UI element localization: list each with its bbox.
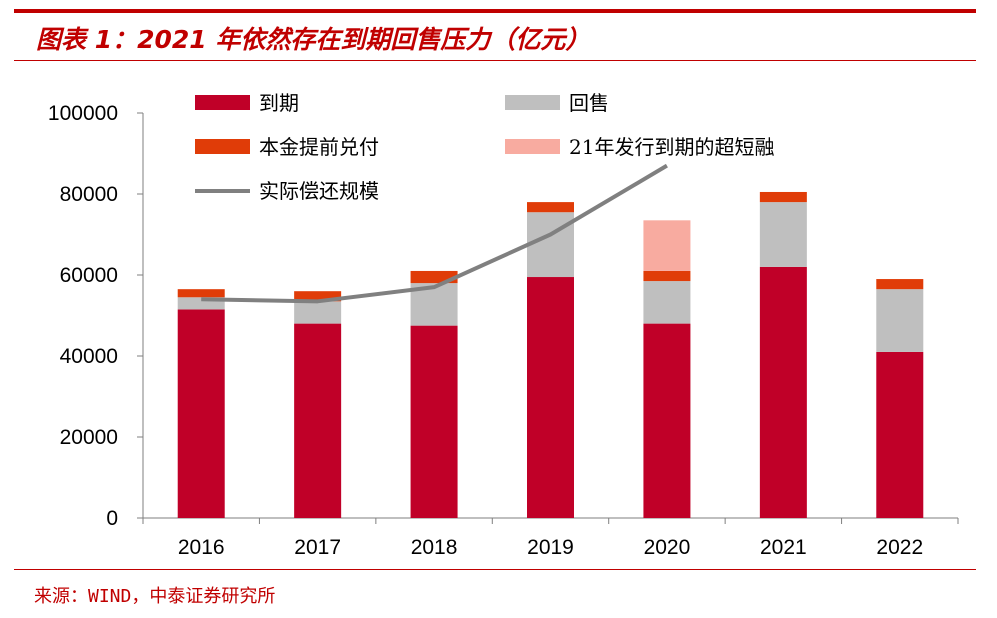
repayment-line-layer [201,163,668,304]
bar-2017-回售 [294,301,342,324]
legend-label-实际偿还规模: 实际偿还规模 [259,179,379,203]
y-axis: 0 20000 40000 60000 80000 100000 [48,102,144,530]
x-tick-label: 2019 [527,536,574,559]
bar-2020-21年发行到期的超短融 [643,220,691,271]
bar-2017-到期 [294,323,342,518]
legend-label-回售: 回售 [569,91,609,115]
y-tick-label: 20000 [60,426,118,449]
x-tick-label: 2020 [644,536,691,559]
legend-swatch-21年发行到期的超短融 [505,139,560,154]
x-tick-label: 2017 [294,536,341,559]
x-tick-label: 2018 [411,536,458,559]
bar-2021-回售 [759,202,807,267]
bar-2016-到期 [177,309,225,518]
title-top-rule [14,9,976,13]
bar-2022-回售 [876,289,924,352]
legend-label-21年发行到期的超短融: 21年发行到期的超短融 [569,135,774,159]
y-tick-label: 100000 [48,102,118,125]
chart-title: 图表 1：2021 年依然存在到期回售压力（亿元） [36,25,591,54]
x-axis: 2016 2017 2018 2019 2020 2021 2022 [142,517,959,559]
legend-swatch-回售 [505,95,560,110]
bar-2020-回售 [643,281,691,324]
title-bar: 图表 1：2021 年依然存在到期回售压力（亿元） [14,14,976,61]
footer-rule [14,569,976,570]
source-note: 来源：WIND，中泰证券研究所 [34,586,276,607]
bar-2019-回售 [527,212,574,278]
legend-swatch-到期 [195,95,250,110]
legend-label-本金提前兑付: 本金提前兑付 [259,135,379,159]
bar-2017-本金提前兑付 [294,291,342,302]
y-tick-label: 80000 [60,183,118,206]
x-tick-label: 2021 [760,536,807,559]
bar-2018-到期 [410,325,458,518]
x-tick-label: 2016 [178,536,225,559]
y-tick-label: 60000 [60,264,118,287]
bar-2021-到期 [759,266,807,518]
x-tick-label: 2022 [876,536,923,559]
bar-marks [177,191,924,518]
bar-2022-到期 [876,351,924,518]
bar-2019-到期 [527,277,574,518]
bar-2020-到期 [643,323,691,518]
legend-label-到期: 到期 [259,91,299,115]
bar-2020-本金提前兑付 [643,270,691,282]
bar-2016-本金提前兑付 [177,289,225,298]
bar-2019-本金提前兑付 [527,202,574,213]
legend-swatch-本金提前兑付 [195,139,250,154]
bar-2022-本金提前兑付 [876,279,924,290]
y-tick-label: 0 [106,507,118,530]
bar-2021-本金提前兑付 [759,191,807,203]
y-tick-label: 40000 [60,345,118,368]
